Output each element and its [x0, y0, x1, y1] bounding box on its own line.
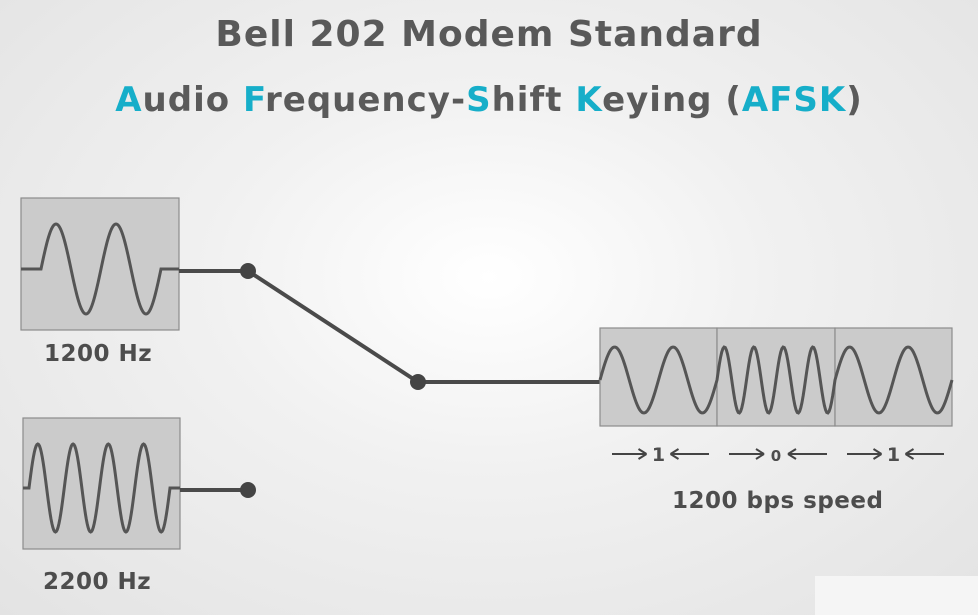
subtitle-accent-text: AFSK: [741, 80, 847, 120]
speed-label: 1200 bps speed: [672, 488, 884, 514]
corner-patch: [815, 576, 978, 615]
subtitle-text: eying (: [602, 80, 742, 120]
diagram-subtitle: Audio Frequency-Shift Keying (AFSK): [0, 80, 978, 120]
bit-arrow-right-head: [787, 448, 797, 460]
subtitle-text: ): [846, 80, 863, 120]
bit-arrow-left-head: [755, 448, 765, 460]
low-freq-terminal: [240, 263, 256, 279]
bit-value-label: 0: [771, 447, 781, 465]
bit-arrow-left-head: [872, 448, 883, 460]
switch-pivot: [410, 374, 426, 390]
subtitle-accent-text: S: [466, 80, 492, 120]
high-freq-waveform: [23, 442, 180, 534]
high-freq-terminal: [240, 482, 256, 498]
subtitle-accent-text: K: [575, 80, 603, 120]
subtitle-accent-text: F: [242, 80, 265, 120]
subtitle-text: udio: [142, 80, 243, 120]
high-freq-wave-box: [22, 417, 181, 550]
subtitle-text: hift: [491, 80, 576, 120]
low-freq-waveform: [21, 222, 179, 316]
bit-arrow-right-head: [904, 448, 915, 460]
switch-arm: [246, 269, 420, 384]
subtitle-accent-text: A: [115, 80, 143, 120]
bit-arrow-right-head: [669, 448, 680, 460]
diagram-title: Bell 202 Modem Standard: [215, 14, 763, 55]
bit-arrow-left-head: [637, 448, 648, 460]
output-waveform: [598, 345, 954, 415]
subtitle-text: requency-: [265, 80, 467, 120]
low-freq-wave-box: [20, 197, 180, 331]
output-signal-box: [598, 327, 954, 427]
low-freq-label: 1200 Hz: [44, 341, 153, 367]
bit-value-label: 1: [887, 444, 900, 466]
bit-period-markers: 1 0 1: [612, 444, 944, 466]
high-freq-label: 2200 Hz: [43, 569, 152, 595]
bit-value-label: 1: [652, 444, 665, 466]
low-freq-box-bg: [20, 197, 180, 331]
